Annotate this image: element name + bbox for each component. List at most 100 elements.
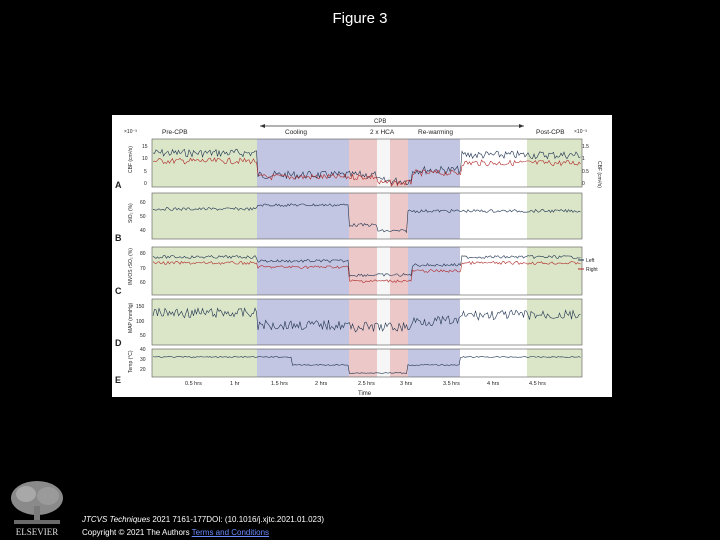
panel-a: A CBF (cm²/s) 15 10 5 0 1.5 1 0.5 0 bbox=[115, 144, 589, 190]
panel-frame bbox=[151, 138, 583, 188]
panel-frame bbox=[151, 192, 583, 240]
cpb-arrow-left-head bbox=[260, 124, 265, 128]
x-tick-label: 2.5 hrs bbox=[358, 381, 375, 387]
tick-label: 100 bbox=[136, 319, 145, 325]
right-axis-label: CBF (cm²/s) bbox=[596, 161, 602, 188]
x-tick-label: 4 hrs bbox=[487, 381, 499, 387]
x-tick-label: 3 hrs bbox=[400, 381, 412, 387]
x-tick-label: 1 hr bbox=[230, 381, 240, 387]
panel-ylabel: Temp (°C) bbox=[128, 350, 134, 373]
phase-region bbox=[349, 247, 377, 295]
right-tick-label: 1.5 bbox=[582, 144, 589, 150]
tick-label: 10 bbox=[142, 156, 148, 162]
right-tick-label: 1 bbox=[582, 156, 585, 162]
phase-region bbox=[152, 247, 257, 295]
phase-label-rewarming: Re-warming bbox=[418, 129, 453, 136]
phase-label-post-cpb: Post-CPB bbox=[536, 129, 565, 136]
panel-ylabel: CBF (cm²/s) bbox=[128, 146, 134, 173]
rso2-left-trace bbox=[152, 255, 581, 277]
x-tick-label: 3.5 hrs bbox=[443, 381, 460, 387]
panel-frame bbox=[151, 348, 583, 378]
cbf-right-trace bbox=[153, 157, 581, 187]
rso2-right-trace bbox=[152, 260, 581, 284]
tick-label: 80 bbox=[140, 251, 146, 257]
figure-image: CPB ×10⁻³ ×10⁻³ Pre-CPB Cooling 2 x HCA … bbox=[112, 115, 612, 397]
phase-region bbox=[257, 349, 349, 377]
phase-region bbox=[349, 349, 377, 377]
phase-region bbox=[257, 299, 349, 345]
citation-journal: JTCVS Techniques bbox=[82, 515, 151, 524]
copyright-text: Copyright © 2021 The Authors bbox=[82, 528, 192, 537]
phase-region bbox=[377, 299, 390, 345]
phase-region bbox=[257, 247, 349, 295]
phase-region bbox=[152, 139, 257, 187]
left-scale-label: ×10⁻³ bbox=[124, 129, 137, 135]
right-tick-label: 0 bbox=[582, 181, 585, 187]
tick-label: 30 bbox=[140, 357, 146, 363]
tick-label: 70 bbox=[140, 266, 146, 272]
phase-label-cooling: Cooling bbox=[285, 129, 307, 136]
right-tick-label: 0.5 bbox=[582, 169, 589, 175]
phase-region bbox=[377, 247, 390, 295]
cpb-label: CPB bbox=[374, 119, 386, 125]
phase-region bbox=[152, 349, 257, 377]
panel-b: B StO₂ (%) 60 50 40 bbox=[115, 200, 146, 243]
panel-letter: E bbox=[115, 375, 121, 385]
cbf-left-trace bbox=[152, 148, 581, 186]
phase-region bbox=[349, 299, 377, 345]
phase-region bbox=[408, 139, 460, 187]
panel-e: E Temp (°C) 40 30 20 bbox=[115, 347, 146, 385]
tick-label: 0 bbox=[144, 181, 147, 187]
cpb-arrow-right-head bbox=[519, 124, 524, 128]
phase-region bbox=[390, 193, 408, 239]
phase-region bbox=[377, 349, 390, 377]
panel-letter: B bbox=[115, 233, 122, 243]
phase-region bbox=[349, 139, 377, 187]
phase-region bbox=[527, 247, 582, 295]
phase-region bbox=[152, 299, 257, 345]
tick-label: 60 bbox=[140, 280, 146, 286]
panel-frame bbox=[151, 246, 583, 296]
temp-trace bbox=[152, 356, 581, 374]
phase-region bbox=[349, 193, 377, 239]
tick-label: 20 bbox=[140, 367, 146, 373]
panel-letter: A bbox=[115, 180, 122, 190]
tick-label: 150 bbox=[136, 304, 145, 310]
tick-label: 15 bbox=[142, 144, 148, 150]
right-scale-label: ×10⁻³ bbox=[574, 129, 587, 135]
tick-label: 50 bbox=[140, 214, 146, 220]
panel-letter: D bbox=[115, 338, 122, 348]
phase-region bbox=[377, 193, 390, 239]
phase-region bbox=[390, 247, 408, 295]
legend-right: Right bbox=[586, 267, 598, 273]
tick-label: 40 bbox=[140, 228, 146, 234]
phase-region bbox=[257, 193, 349, 239]
phase-label-pre-cpb: Pre-CPB bbox=[162, 129, 188, 136]
logo-wordmark: ELSEVIER bbox=[16, 527, 59, 537]
figure-plot: CPB ×10⁻³ ×10⁻³ Pre-CPB Cooling 2 x HCA … bbox=[115, 119, 602, 397]
phase-region bbox=[408, 349, 460, 377]
phase-region bbox=[390, 349, 408, 377]
tick-label: 50 bbox=[140, 333, 146, 339]
map-trace bbox=[152, 307, 581, 333]
phase-region bbox=[390, 139, 408, 187]
panel-c: C INVOS rSO₂ (%) 80 70 60 Left Right bbox=[115, 248, 598, 296]
citation-details: 2021 7161-177DOI: (10.1016/j.xjtc.2021.0… bbox=[150, 515, 325, 524]
phase-label-hca: 2 x HCA bbox=[370, 129, 395, 136]
panel-ylabel: INVOS rSO₂ (%) bbox=[128, 248, 134, 285]
phase-region bbox=[527, 299, 582, 345]
phase-region bbox=[257, 139, 349, 187]
citation: JTCVS Techniques 2021 7161-177DOI: (10.1… bbox=[82, 515, 324, 524]
x-tick-label: 2 hrs bbox=[315, 381, 327, 387]
panel-d: D MAP (mmHg) 150 100 50 bbox=[115, 302, 146, 348]
legend-left: Left bbox=[586, 258, 595, 264]
panel-letter: C bbox=[115, 286, 122, 296]
copyright: Copyright © 2021 The Authors Terms and C… bbox=[82, 528, 269, 537]
phase-region bbox=[527, 193, 582, 239]
terms-link[interactable]: Terms and Conditions bbox=[191, 528, 270, 537]
phase-region bbox=[408, 193, 460, 239]
slide-title: Figure 3 bbox=[332, 10, 388, 27]
tick-label: 5 bbox=[144, 169, 147, 175]
phase-region bbox=[390, 299, 408, 345]
x-axis-label: Time bbox=[358, 391, 372, 397]
